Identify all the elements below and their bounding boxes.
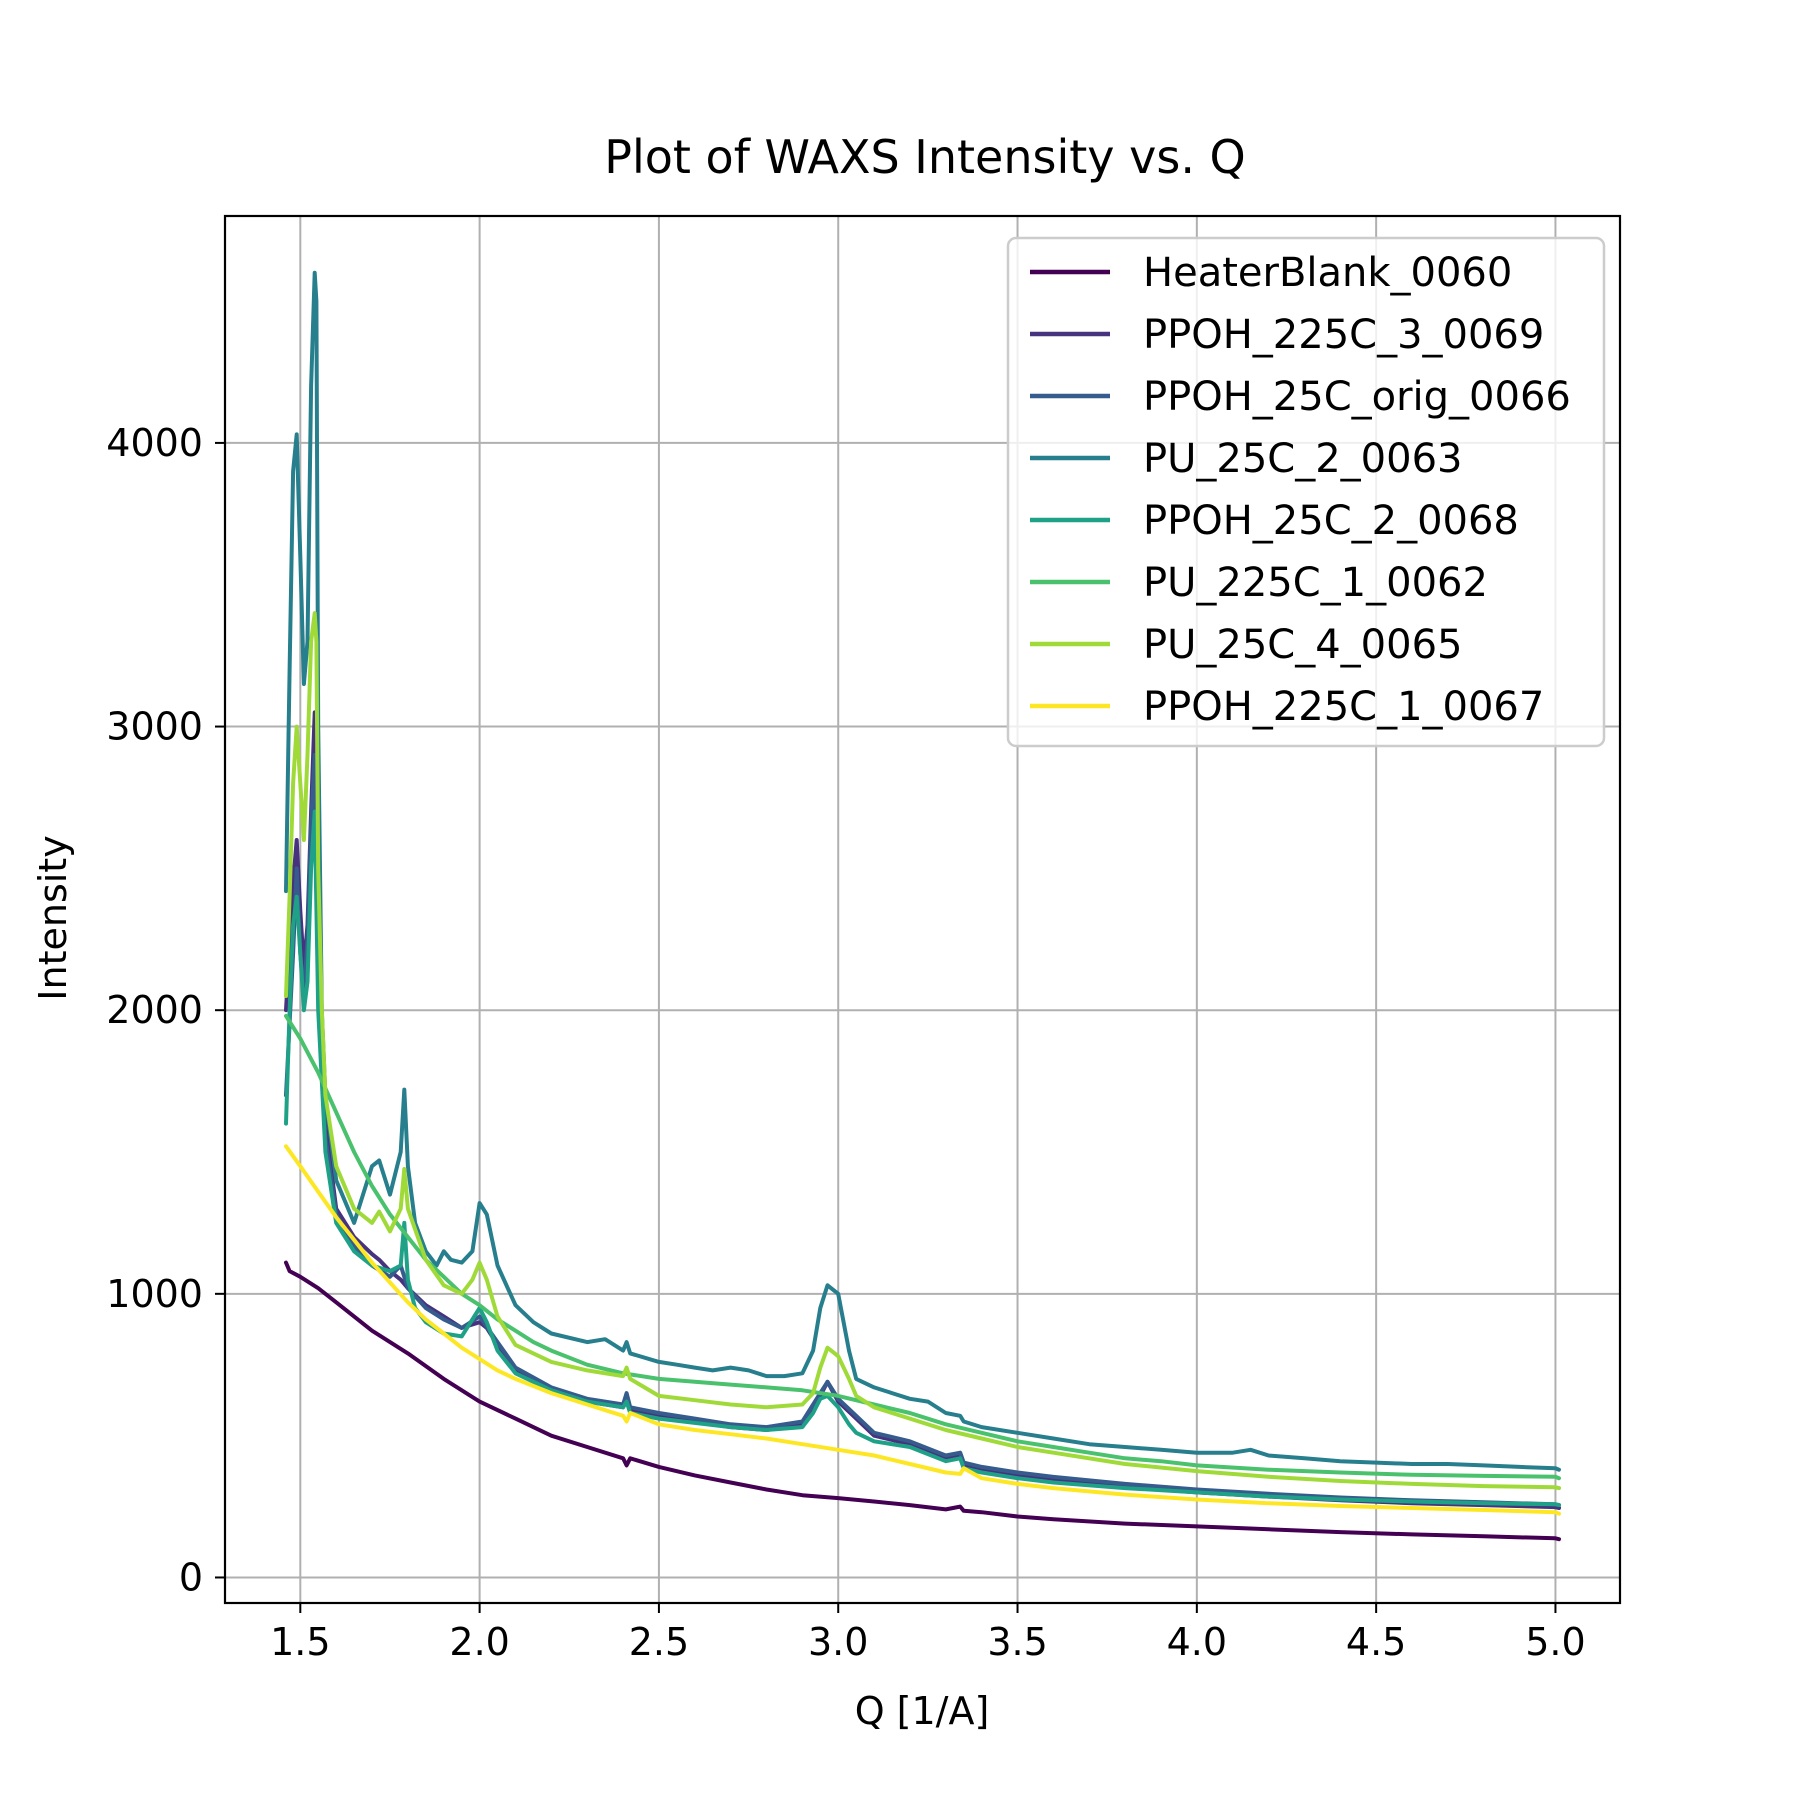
legend-label-0: HeaterBlank_0060 [1143, 250, 1512, 296]
series-line-7 [284, 1144, 1561, 1516]
legend-label-5: PU_225C_1_0062 [1143, 560, 1488, 606]
y-tick-label: 0 [179, 1555, 203, 1599]
x-tick-label: 1.5 [270, 1620, 330, 1664]
y-tick-label: 1000 [106, 1272, 203, 1316]
legend-label-6: PU_25C_4_0065 [1143, 622, 1462, 668]
y-tick-label: 3000 [106, 705, 203, 749]
x-tick-label: 2.5 [629, 1620, 689, 1664]
x-axis-label: Q [1/A] [855, 1689, 990, 1733]
legend-label-2: PPOH_25C_orig_0066 [1143, 374, 1571, 420]
chart-title: Plot of WAXS Intensity vs. Q [604, 130, 1246, 184]
legend-label-7: PPOH_225C_1_0067 [1143, 684, 1544, 730]
series-line-0 [284, 1260, 1561, 1542]
x-tick-label: 5.0 [1525, 1620, 1585, 1664]
series-line-5 [284, 1013, 1561, 1481]
axis-ticks: 1.5 2.0 2.5 3.0 3.5 4.0 4.5 5.0 0 1000 2000 3000 400… [106, 421, 1585, 1664]
legend: HeaterBlank_0060 PPOH_225C_3_0069 PPOH_25C… [1006, 236, 1606, 748]
legend-label-4: PPOH_25C_2_0068 [1143, 498, 1519, 544]
y-tick-label: 2000 [106, 988, 203, 1032]
plot-frame [223, 214, 1622, 1605]
x-tick-label: 4.0 [1167, 1620, 1227, 1664]
series-lines [284, 270, 1561, 1542]
legend-label-1: PPOH_225C_3_0069 [1143, 312, 1544, 358]
y-tick-label: 4000 [106, 421, 203, 465]
y-axis-label: Intensity [31, 835, 75, 1000]
x-tick-label: 3.5 [987, 1620, 1047, 1664]
legend-box [1006, 236, 1606, 748]
x-tick-label: 3.0 [808, 1620, 868, 1664]
legend-label-3: PU_25C_2_0063 [1143, 436, 1462, 482]
x-tick-label: 2.0 [449, 1620, 509, 1664]
series-line-3 [284, 270, 1561, 1472]
series-line-6 [284, 611, 1561, 1491]
x-tick-label: 4.5 [1346, 1620, 1406, 1664]
